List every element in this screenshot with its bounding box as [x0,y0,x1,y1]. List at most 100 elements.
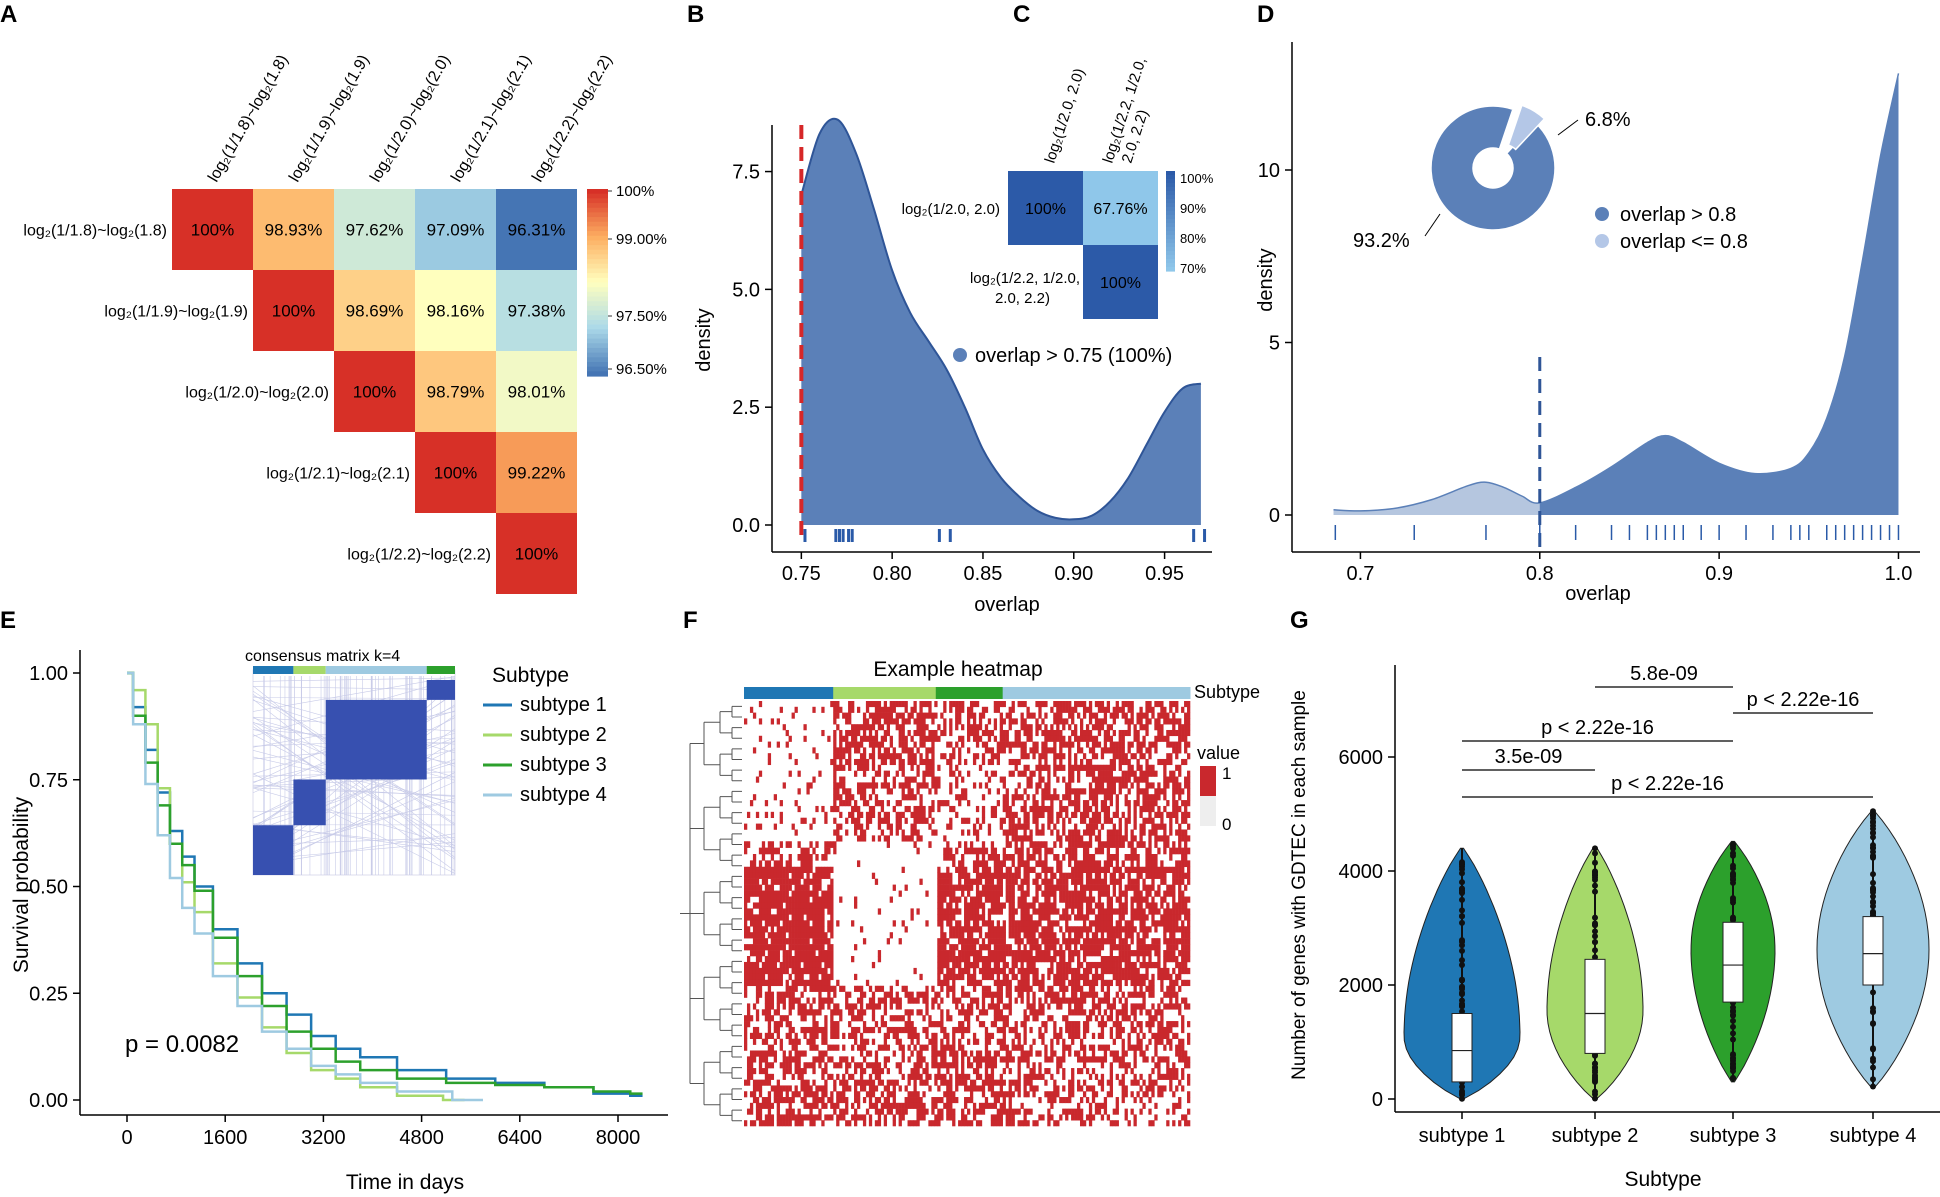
heatmap-cell [1023,835,1027,842]
pie-leader [1424,213,1441,237]
heatmap-cell [755,811,760,819]
heatmap-cell [821,908,825,915]
heatmap-cell [967,890,971,897]
heatmap-cell [767,847,772,855]
heatmap-cell [987,932,992,939]
heatmap-cell [1082,884,1087,891]
heatmap-cell [848,788,852,795]
heatmap-cell [1068,1003,1072,1010]
heatmap-cell [1172,770,1176,777]
heatmap-cell [1026,860,1030,868]
heatmap-cell [1088,878,1093,885]
heatmap-cell [1118,753,1122,760]
heatmap-cell [1011,950,1015,957]
heatmap-cell [978,914,983,921]
heatmap-cell [1035,908,1039,915]
heatmap-cell [904,1026,908,1034]
heatmap-cell [1062,950,1066,957]
heatmap-cell [1118,973,1122,981]
heatmap-cell [955,944,959,951]
heatmap-cell [752,878,757,885]
heatmap-cell [946,1009,950,1016]
heatmap-cell [770,914,775,921]
heatmap-cell [1097,706,1102,713]
heatmap-cell [972,735,977,742]
heatmap-cell [1068,817,1072,824]
heatmap-cell [1026,1015,1030,1022]
heatmap-cell [865,817,870,824]
heatmap-cell [1074,985,1078,992]
heatmap-cell [1091,753,1096,760]
heatmap-cell [975,1015,980,1022]
heatmap-cell [996,938,1001,945]
heatmap-cell [1145,961,1149,969]
heatmap-cell [788,956,792,963]
heatmap-cell [1172,794,1176,801]
heatmap-cell [797,1003,801,1010]
heatmap-cell [1062,997,1066,1004]
heatmap-cell [496,432,577,513]
heatmap-cell [1077,961,1081,969]
heatmap-cell [830,1009,834,1016]
heatmap-cell [1088,991,1093,998]
heatmap-cell [1187,1021,1191,1028]
heatmap-cell [806,847,810,855]
heatmap-cell [839,835,843,842]
heatmap-cell [972,920,977,927]
heatmap-cell [794,1038,798,1045]
heatmap-cell [1109,908,1113,915]
heatmap-cell [1026,764,1030,771]
heatmap-cell [987,1003,992,1010]
heatmap-cell [1109,776,1113,783]
heatmap-cell [1047,805,1051,813]
heatmap-cell [1127,854,1131,861]
heatmap-cell [859,1038,864,1045]
heatmap-cell [1035,817,1039,824]
heatmap-cell [1068,770,1072,777]
heatmap-cell [1166,973,1170,981]
heatmap-cell [1094,794,1099,801]
heatmap-cell [803,1015,807,1022]
heatmap-cell [898,758,902,766]
heatmap-cell [1124,776,1128,783]
heatmap-cell [1097,770,1102,777]
heatmap-cell [967,967,971,975]
heatmap-cell [967,800,971,807]
heatmap-cell [1074,1050,1078,1057]
heatmap-cell [996,908,1001,915]
heatmap-cell [961,991,965,998]
heatmap-cell [1068,854,1072,861]
heatmap-cell [1062,896,1066,903]
heatmap-cell [842,1044,846,1051]
heatmap-cell [1008,718,1012,725]
heatmap-cell [1014,926,1018,933]
heatmap-cell [937,884,941,891]
heatmap-cell [949,805,953,813]
heatmap-cell [1088,712,1093,719]
heatmap-cell [1112,973,1116,981]
heatmap-cell [1133,1026,1137,1034]
y-axis-title: density [693,308,715,371]
heatmap-cell [943,890,947,897]
heatmap-cell [1163,1026,1167,1034]
heatmap-cell [1014,878,1018,885]
heatmap-cell [981,712,986,719]
heatmap-cell [827,926,831,933]
heatmap-cell [877,811,882,819]
heatmap-cell [940,938,944,945]
heatmap-cell [1050,908,1054,915]
heatmap-cell [776,991,780,998]
heatmap-cell [1011,1038,1015,1045]
heatmap-cell [978,712,983,719]
heatmap-cell [1059,841,1063,848]
heatmap-cell [1106,747,1111,754]
heatmap-cell [990,753,995,760]
heatmap-cell [952,1038,956,1045]
heatmap-cell [1077,1021,1081,1028]
colorbar-segment [587,371,608,377]
heatmap-cell [1091,961,1096,969]
heatmap-cell [949,823,953,830]
heatmap-cell [1166,902,1170,909]
heatmap-cell [1178,961,1182,969]
heatmap-cell [1154,920,1158,927]
